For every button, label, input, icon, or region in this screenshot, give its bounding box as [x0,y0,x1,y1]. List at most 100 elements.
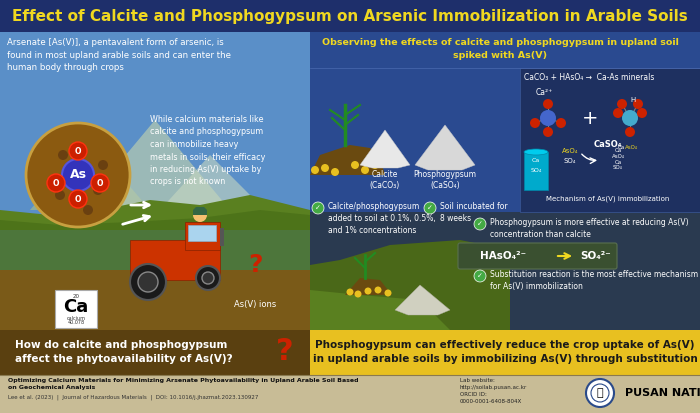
Circle shape [374,287,382,294]
Text: How do calcite and phosphogypsum
affect the phytoavailability of As(V)?: How do calcite and phosphogypsum affect … [15,340,232,364]
Text: HAsO₄²⁻: HAsO₄²⁻ [480,251,526,261]
Polygon shape [360,130,410,168]
Text: SO₄²⁻: SO₄²⁻ [580,251,610,261]
Text: ✓: ✓ [315,205,321,211]
Text: Ca: Ca [64,298,89,316]
FancyBboxPatch shape [188,225,216,241]
Circle shape [354,290,361,297]
Text: Phosphogypsum is more effective at reducing As(V)
concentration than calcite: Phosphogypsum is more effective at reduc… [490,218,689,239]
Text: Ca²⁺: Ca²⁺ [536,88,553,97]
Circle shape [58,150,68,160]
Circle shape [202,272,214,284]
Circle shape [48,175,58,185]
Polygon shape [0,195,310,230]
Text: Phosphogypsum can effectively reduce the crop uptake of As(V)
in upland arable s: Phosphogypsum can effectively reduce the… [313,340,697,364]
FancyBboxPatch shape [310,32,700,212]
Circle shape [530,118,540,128]
Circle shape [98,160,108,170]
Circle shape [69,190,87,208]
Text: Ca: Ca [618,145,625,150]
Polygon shape [395,285,450,315]
Circle shape [26,123,130,227]
Text: O: O [75,147,81,156]
Ellipse shape [524,149,548,155]
FancyBboxPatch shape [0,375,700,413]
Circle shape [625,127,635,137]
Polygon shape [310,145,385,175]
FancyBboxPatch shape [310,212,700,330]
Circle shape [331,168,339,176]
Circle shape [474,218,486,230]
Circle shape [586,379,614,407]
Text: Substitution reaction is the most effective mechanism
for As(V) immobilization: Substitution reaction is the most effect… [490,270,698,291]
Text: CaSO₄: CaSO₄ [594,140,622,149]
FancyBboxPatch shape [55,290,97,328]
Text: SO₄: SO₄ [564,158,576,164]
Text: SO₄: SO₄ [531,168,542,173]
Text: O: O [97,178,104,188]
Circle shape [312,202,324,214]
Text: Observing the effects of calcite and phosphogypsum in upland soil
spiked with As: Observing the effects of calcite and pho… [321,38,678,59]
Text: While calcium materials like
calcite and phosphogypsum
can immobilize heavy
meta: While calcium materials like calcite and… [150,115,265,187]
Text: As: As [69,169,87,181]
Text: CaCO₃ + HAsO₄ →  Ca-As minerals: CaCO₃ + HAsO₄ → Ca-As minerals [524,73,654,82]
Circle shape [617,99,627,109]
FancyBboxPatch shape [310,330,700,375]
Circle shape [556,118,566,128]
Circle shape [83,205,93,215]
Polygon shape [310,240,510,330]
Circle shape [384,290,391,297]
Circle shape [637,108,647,118]
Text: calcium: calcium [66,316,85,320]
Circle shape [365,287,372,294]
Text: Mechanism of As(V) immobilization: Mechanism of As(V) immobilization [546,196,670,202]
Circle shape [138,272,158,292]
Text: 20: 20 [73,294,80,299]
Text: +: + [582,109,598,128]
Text: 40.078: 40.078 [67,320,85,325]
Text: Effect of Calcite and Phosphogypsum on Arsenic Immobilization in Arable Soils: Effect of Calcite and Phosphogypsum on A… [12,9,688,24]
Circle shape [543,99,553,109]
Circle shape [93,185,103,195]
FancyBboxPatch shape [0,32,310,330]
Text: Lab website:
http://soilab.pusan.ac.kr
ORCID ID:
0000-0001-6408-804X: Lab website: http://soilab.pusan.ac.kr O… [460,378,527,404]
Polygon shape [160,155,265,210]
Circle shape [633,99,643,109]
Circle shape [351,161,359,169]
Text: Phosphogypsum
(CaSO₄): Phosphogypsum (CaSO₄) [414,170,477,190]
FancyBboxPatch shape [0,270,310,330]
Circle shape [196,266,220,290]
Polygon shape [80,120,230,210]
Text: 🏛: 🏛 [596,388,603,398]
Text: ✓: ✓ [427,205,433,211]
Text: Ca
AsO₄
Ca
SO₄: Ca AsO₄ Ca SO₄ [612,148,624,171]
Circle shape [91,174,109,192]
FancyBboxPatch shape [524,152,548,190]
Text: ✓: ✓ [477,221,483,227]
Polygon shape [30,140,150,210]
FancyBboxPatch shape [0,330,310,375]
Text: AsO₄: AsO₄ [561,148,578,154]
Text: Soil incubated for
8 weeks: Soil incubated for 8 weeks [440,202,508,223]
Polygon shape [310,290,450,330]
Polygon shape [345,278,392,295]
Circle shape [346,289,354,295]
FancyBboxPatch shape [520,68,700,212]
Circle shape [613,108,623,118]
Text: O: O [75,195,81,204]
Text: Arsenate [As(V)], a pentavalent form of arsenic, is
found in most upland arable : Arsenate [As(V)], a pentavalent form of … [7,38,231,72]
Text: AsO₄: AsO₄ [625,145,638,150]
Circle shape [474,270,486,282]
Circle shape [540,110,556,126]
Circle shape [361,166,369,174]
Circle shape [622,110,638,126]
Circle shape [543,127,553,137]
FancyBboxPatch shape [458,243,617,269]
Text: PUSAN NATIONAL UNIVERSITY: PUSAN NATIONAL UNIVERSITY [625,388,700,398]
Text: ?: ? [248,253,262,277]
Text: Optimizing Calcium Materials for Minimizing Arsenate Phytoavailability in Upland: Optimizing Calcium Materials for Minimiz… [8,378,358,389]
Circle shape [55,190,65,200]
Circle shape [193,208,207,222]
Text: ✓: ✓ [477,273,483,279]
Circle shape [130,264,166,300]
